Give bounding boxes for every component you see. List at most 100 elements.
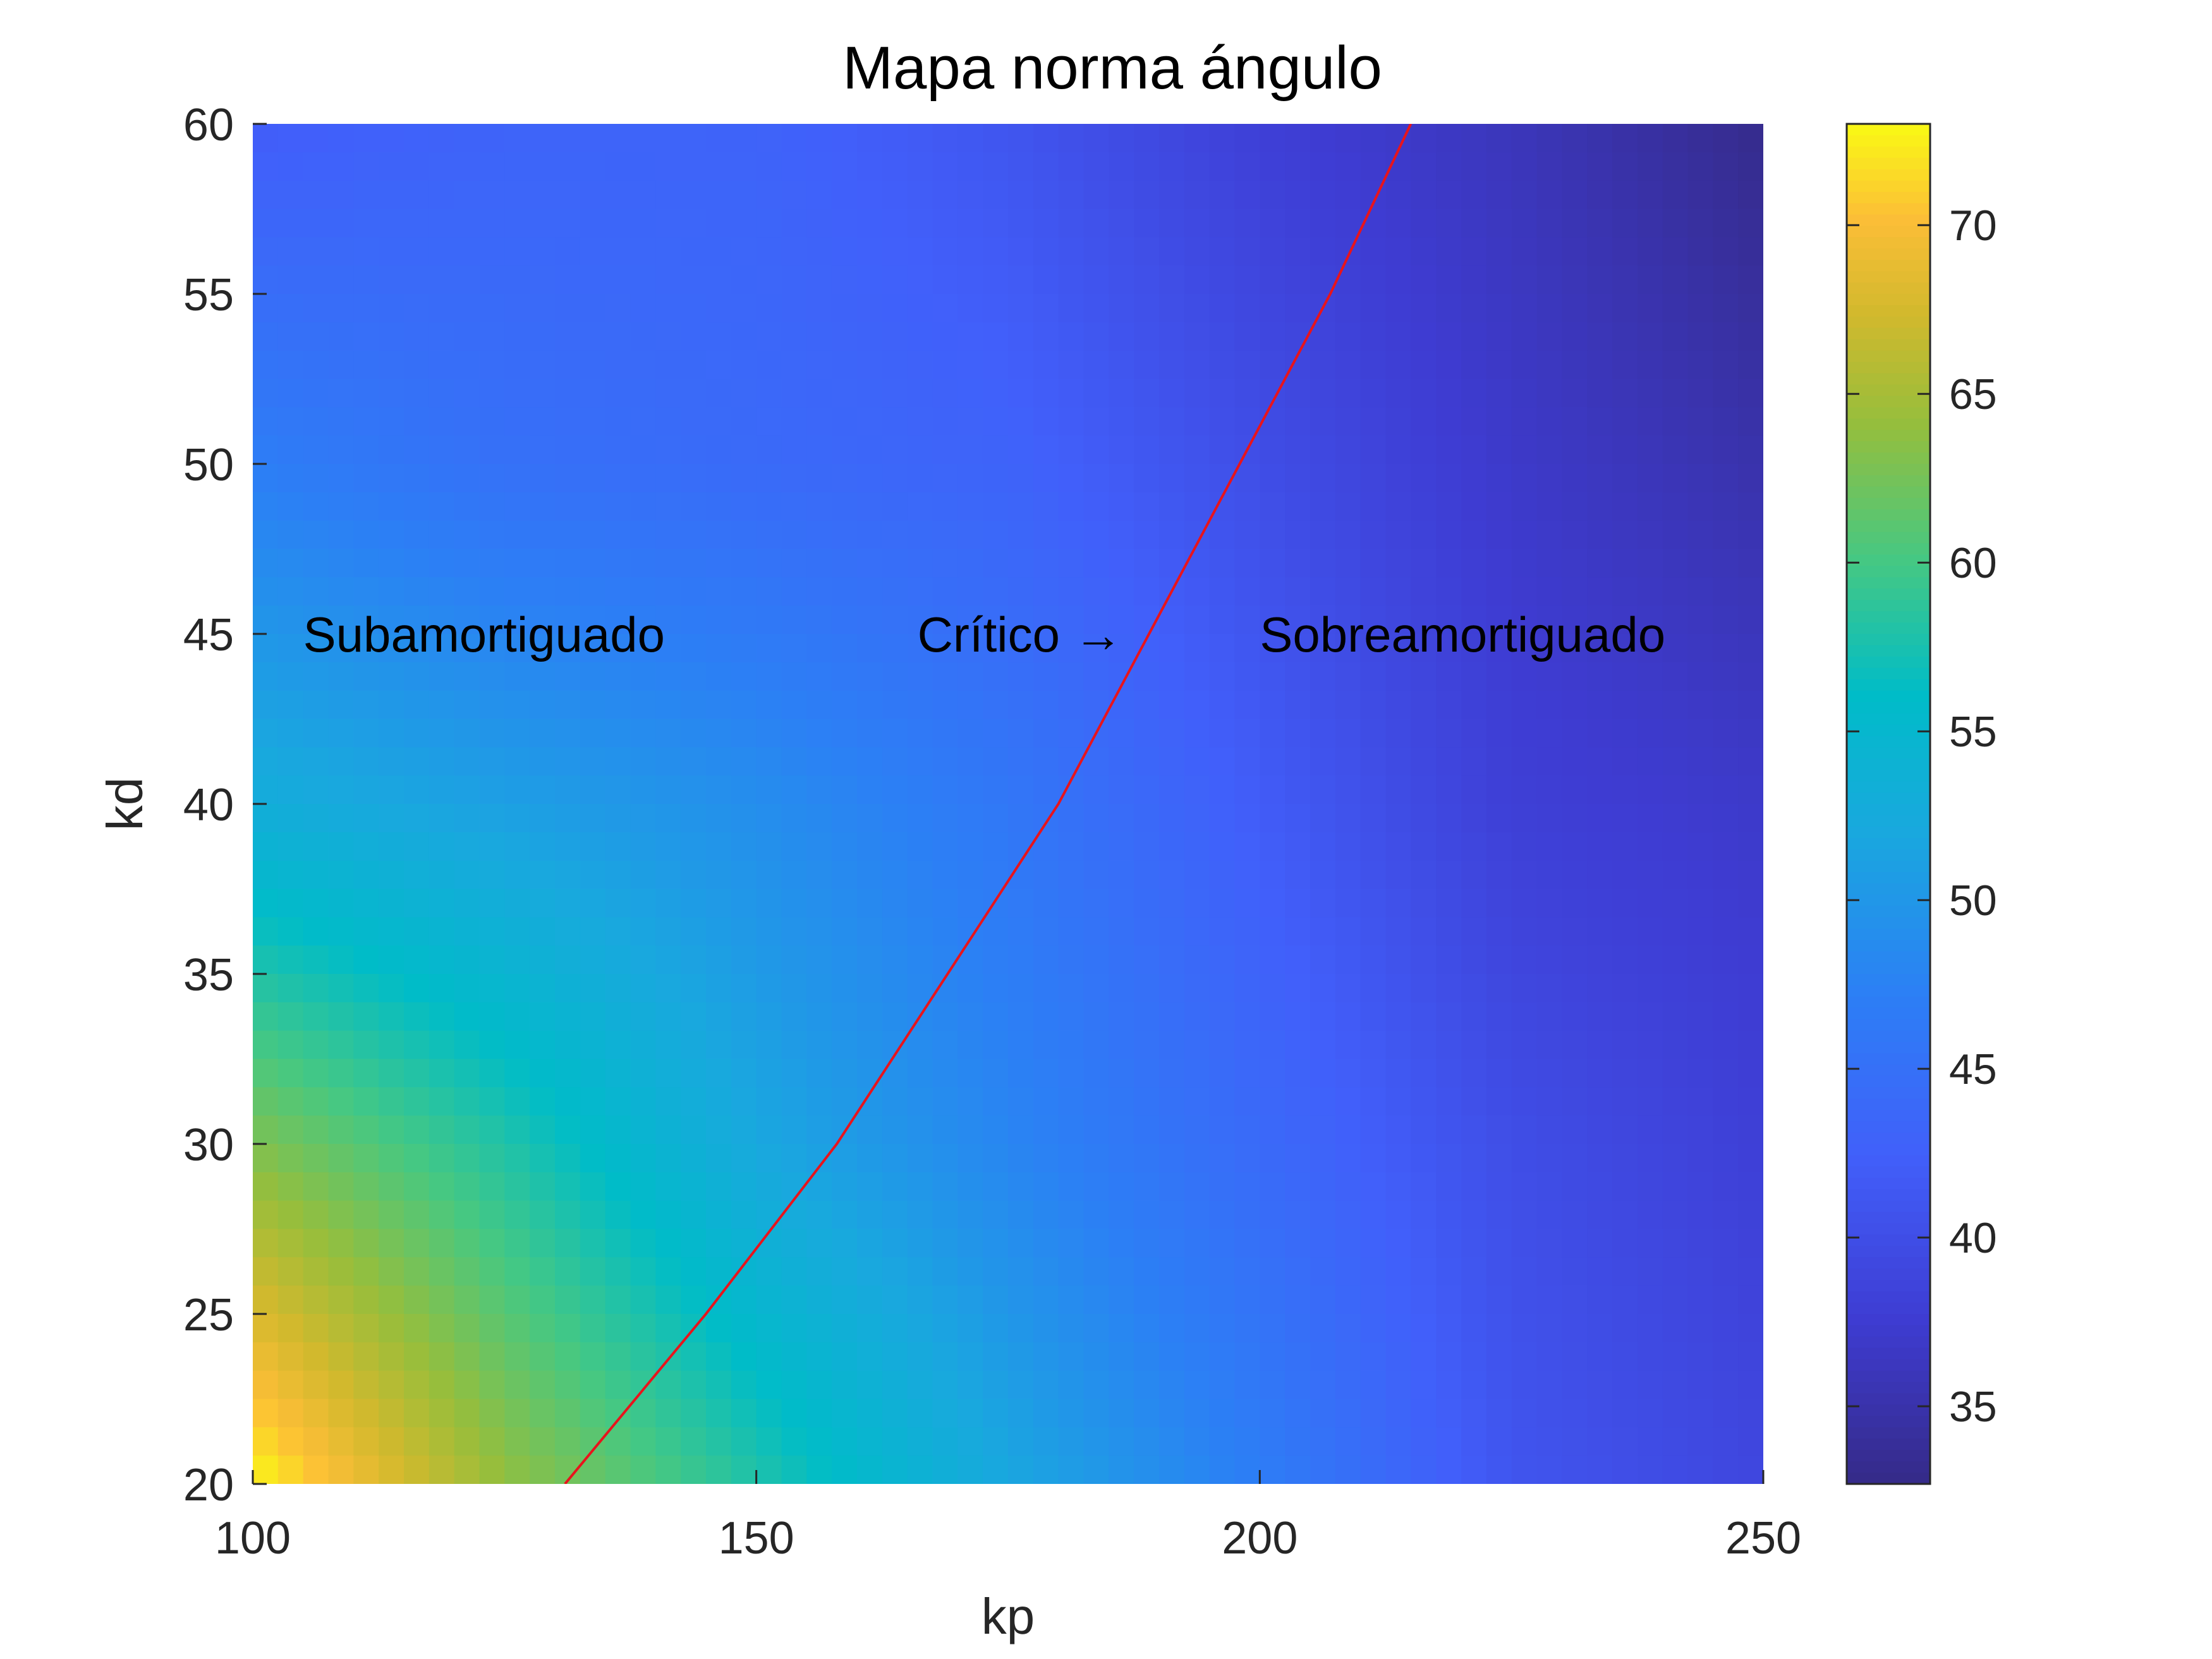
heatmap-cell	[580, 322, 606, 351]
heatmap-cell	[1612, 605, 1638, 635]
heatmap-cell	[1083, 1370, 1110, 1400]
heatmap-cell	[303, 1059, 329, 1088]
heatmap-cell	[530, 407, 556, 436]
heatmap-cell	[1184, 1399, 1210, 1428]
heatmap-cell	[1411, 1002, 1437, 1031]
heatmap-cell	[1612, 464, 1638, 493]
heatmap-cell	[530, 492, 556, 521]
heatmap-cell	[277, 889, 304, 918]
heatmap-cell	[253, 860, 279, 890]
heatmap-cell	[1285, 1455, 1311, 1484]
heatmap-cell	[832, 152, 858, 181]
heatmap-cell	[1159, 124, 1185, 153]
heatmap-cell	[681, 1030, 707, 1060]
heatmap-cell	[1562, 350, 1588, 380]
heatmap-cell	[932, 1342, 959, 1371]
heatmap-cell	[1587, 152, 1613, 181]
heatmap-cell	[1360, 435, 1387, 465]
heatmap-cell	[756, 1427, 782, 1456]
heatmap-cell	[1486, 1002, 1512, 1031]
heatmap-cell	[1612, 832, 1638, 861]
heatmap-cell	[328, 889, 355, 918]
heatmap-cell	[1612, 435, 1638, 465]
heatmap-cell	[580, 180, 606, 210]
heatmap-cell	[781, 1314, 808, 1343]
heatmap-cell	[580, 1059, 606, 1088]
heatmap-cell	[580, 1002, 606, 1031]
heatmap-cell	[1159, 1087, 1185, 1116]
heatmap-cell	[428, 435, 455, 465]
heatmap-cell	[1109, 1257, 1134, 1286]
heatmap-cell	[731, 407, 757, 436]
heatmap-cell	[756, 889, 782, 918]
heatmap-cell	[555, 1002, 581, 1031]
heatmap-cell	[1511, 1314, 1538, 1343]
heatmap-cell	[882, 1002, 908, 1031]
heatmap-cell	[1260, 747, 1285, 776]
heatmap-cell	[1033, 662, 1059, 691]
heatmap-cell	[1486, 917, 1512, 946]
heatmap-cell	[1536, 860, 1563, 890]
heatmap-cell	[504, 662, 530, 691]
colorbar-segment	[1847, 690, 1930, 703]
heatmap-cell	[253, 464, 279, 493]
heatmap-cell	[303, 860, 329, 890]
colorbar-segment	[1847, 872, 1930, 884]
heatmap-cell	[479, 634, 506, 663]
colorbar-segment	[1847, 600, 1930, 612]
heatmap-cell	[655, 1314, 681, 1343]
heatmap-cell	[1310, 1427, 1336, 1456]
heatmap-cell	[1335, 974, 1361, 1003]
heatmap-cell	[1234, 1172, 1261, 1201]
heatmap-cell	[1662, 124, 1689, 153]
heatmap-cell	[504, 1285, 530, 1315]
heatmap-cell	[504, 690, 530, 720]
heatmap-cell	[504, 350, 530, 380]
heatmap-cell	[303, 690, 329, 720]
heatmap-cell	[1335, 634, 1361, 663]
heatmap-cell	[1058, 265, 1085, 295]
heatmap-cell	[983, 690, 1009, 720]
heatmap-cell	[1562, 775, 1588, 805]
heatmap-cell	[253, 1257, 279, 1286]
heatmap-cell	[1411, 1144, 1437, 1173]
heatmap-cell	[832, 1059, 858, 1088]
colorbar-segment	[1847, 226, 1930, 238]
heatmap-cell	[1285, 180, 1311, 210]
heatmap-cell	[1083, 209, 1110, 238]
heatmap-cell	[580, 549, 606, 578]
heatmap-cell	[1436, 464, 1462, 493]
heatmap-cell	[353, 1314, 379, 1343]
heatmap-cell	[1637, 1059, 1663, 1088]
heatmap-cell	[303, 407, 329, 436]
heatmap-cell	[1360, 605, 1387, 635]
heatmap-cell	[328, 690, 355, 720]
heatmap-cell	[1335, 1370, 1361, 1400]
heatmap-cell	[1461, 435, 1487, 465]
heatmap-cell	[1738, 1200, 1763, 1230]
colorbar-segment	[1847, 679, 1930, 691]
heatmap-cell	[1033, 322, 1059, 351]
heatmap-cell	[479, 747, 506, 776]
heatmap-cell	[1411, 747, 1437, 776]
heatmap-cell	[1234, 775, 1261, 805]
heatmap-cell	[907, 265, 933, 295]
heatmap-cell	[1612, 889, 1638, 918]
heatmap-cell	[428, 1314, 455, 1343]
heatmap-cell	[1436, 719, 1462, 748]
heatmap-cell	[957, 1342, 983, 1371]
heatmap-cell	[1008, 492, 1034, 521]
heatmap-cell	[555, 804, 581, 833]
heatmap-cell	[1687, 294, 1714, 323]
x-axis: 100 150 200 250	[215, 1470, 1801, 1564]
heatmap-cell	[1285, 889, 1311, 918]
heatmap-cell	[379, 1370, 404, 1400]
heatmap-cell	[1486, 1455, 1512, 1484]
heatmap-cell	[277, 577, 304, 606]
heatmap-cell	[1562, 1342, 1588, 1371]
colorbar-segment	[1847, 384, 1930, 397]
heatmap-cell	[630, 464, 657, 493]
heatmap-cell	[957, 1314, 983, 1343]
heatmap-cell	[681, 917, 707, 946]
heatmap-cell	[1738, 577, 1763, 606]
